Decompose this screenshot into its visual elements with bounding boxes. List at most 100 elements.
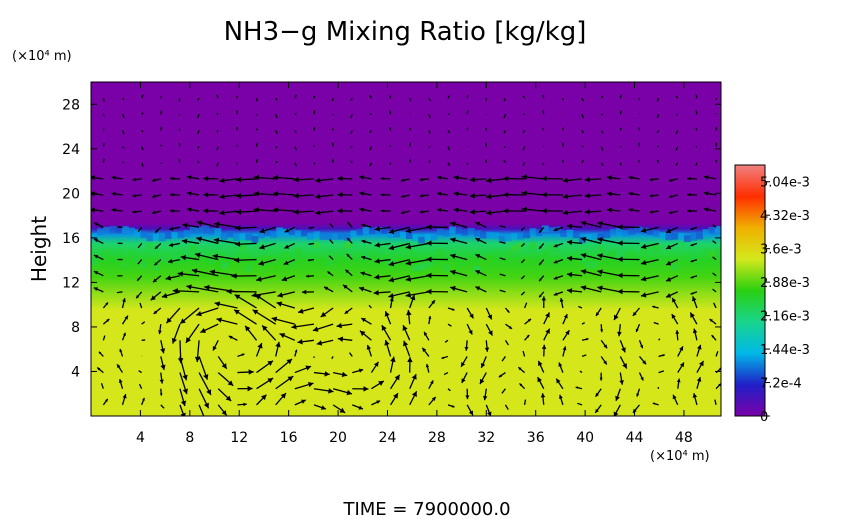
wind-vector-head — [450, 237, 456, 243]
wind-vector-head — [388, 261, 395, 267]
wind-vector-head — [566, 271, 573, 278]
wind-vector-head — [142, 397, 145, 401]
wind-vector-head — [406, 310, 412, 316]
wind-vector — [499, 241, 506, 245]
wind-vector — [294, 146, 297, 151]
wind-vector — [122, 97, 125, 101]
wind-vector-head — [97, 367, 101, 371]
wind-vector-head — [255, 294, 262, 300]
wind-vector-head — [597, 253, 603, 259]
wind-vector-head — [373, 361, 379, 367]
wind-vector — [102, 335, 106, 341]
wind-vector — [331, 159, 334, 163]
wind-vector-head — [584, 209, 590, 215]
wind-vector-head — [380, 209, 385, 213]
wind-vector-head — [279, 333, 286, 339]
wind-vector-head — [111, 207, 116, 213]
wind-vector — [160, 110, 162, 115]
wind-vector-head — [402, 340, 409, 347]
wind-vector-head — [441, 356, 445, 359]
wind-vector-head — [642, 360, 647, 365]
wind-vector-head — [503, 191, 509, 198]
wind-vector-head — [358, 405, 363, 410]
wind-vector-head — [450, 253, 456, 259]
wind-vector — [350, 130, 353, 134]
wind-vector-head — [451, 308, 455, 311]
wind-vector — [186, 285, 219, 293]
wind-vector — [520, 242, 526, 248]
wind-vector — [313, 110, 316, 115]
wind-vector-head — [247, 385, 253, 392]
y-axis-label: Height — [27, 216, 51, 282]
wind-vector — [216, 129, 219, 133]
colorbar-tick-label: 2.88e-3 — [760, 276, 810, 291]
wind-vector — [121, 114, 125, 119]
wind-vector — [196, 114, 200, 119]
wind-vector-head — [378, 380, 384, 386]
chart-title: NH3−g Mixing Ratio [kg/kg] — [224, 17, 587, 47]
wind-vector-head — [635, 328, 639, 333]
wind-vector — [656, 97, 660, 102]
wind-vector — [520, 226, 526, 232]
wind-vector-head — [679, 346, 684, 351]
time-label: TIME = 7900000.0 — [342, 499, 510, 519]
wind-vector — [428, 145, 431, 148]
wind-vector — [712, 288, 717, 293]
wind-vector — [499, 257, 506, 261]
wind-vector-head — [595, 312, 600, 317]
wind-vector — [542, 127, 545, 131]
wind-vector-head — [709, 318, 713, 323]
wind-vector-head — [692, 393, 698, 398]
wind-vector — [577, 402, 583, 406]
wind-vector-head — [182, 374, 188, 381]
wind-vector — [331, 356, 334, 360]
wind-vector-head — [267, 360, 274, 366]
x-tick-label: 16 — [280, 430, 298, 446]
wind-vector — [275, 160, 278, 164]
wind-vector-head — [253, 190, 260, 197]
wind-vector-head — [180, 318, 186, 324]
wind-vector-head — [690, 292, 694, 295]
wind-vector-head — [228, 335, 233, 340]
wind-vector-head — [235, 241, 241, 247]
wind-vector-head — [690, 259, 694, 263]
wind-vector-head — [562, 177, 568, 184]
wind-vector-head — [186, 284, 192, 290]
wind-vector-head — [336, 322, 342, 329]
wind-vector-head — [666, 276, 672, 282]
wind-vector — [255, 98, 258, 102]
wind-vector-head — [469, 176, 475, 183]
wind-vector-head — [373, 289, 379, 296]
wind-vector-head — [698, 360, 704, 367]
wind-vector — [137, 259, 143, 265]
wind-vector-head — [692, 328, 698, 334]
wind-vector-head — [122, 298, 126, 303]
wind-vector-head — [393, 393, 398, 399]
wind-vector-head — [227, 380, 234, 386]
wind-vector — [522, 146, 526, 151]
wind-vector-head — [286, 358, 293, 365]
wind-vector-head — [165, 275, 172, 281]
wind-vector-head — [359, 286, 365, 292]
wind-vector-head — [469, 209, 475, 215]
wind-vector-head — [595, 392, 600, 397]
wind-vector-head — [203, 208, 209, 214]
wind-vector — [581, 354, 587, 358]
wind-vector-head — [541, 175, 547, 182]
wind-vector — [714, 399, 717, 406]
wind-vector — [619, 162, 622, 166]
wind-vector-head — [666, 244, 672, 250]
wind-vector-head — [152, 278, 157, 283]
wind-vector-head — [122, 394, 127, 399]
wind-vector — [656, 159, 660, 164]
wind-vector — [466, 127, 469, 131]
wind-vector — [520, 275, 526, 280]
wind-vector-head — [170, 192, 174, 197]
wind-vector-head — [206, 389, 212, 395]
wind-vector-head — [508, 325, 513, 329]
wind-vector-head — [337, 175, 343, 182]
wind-vector-head — [186, 175, 192, 180]
wind-vector-head — [541, 208, 547, 214]
wind-vector-head — [464, 346, 469, 351]
colorbar-tick-label: 2.16e-3 — [760, 310, 810, 325]
